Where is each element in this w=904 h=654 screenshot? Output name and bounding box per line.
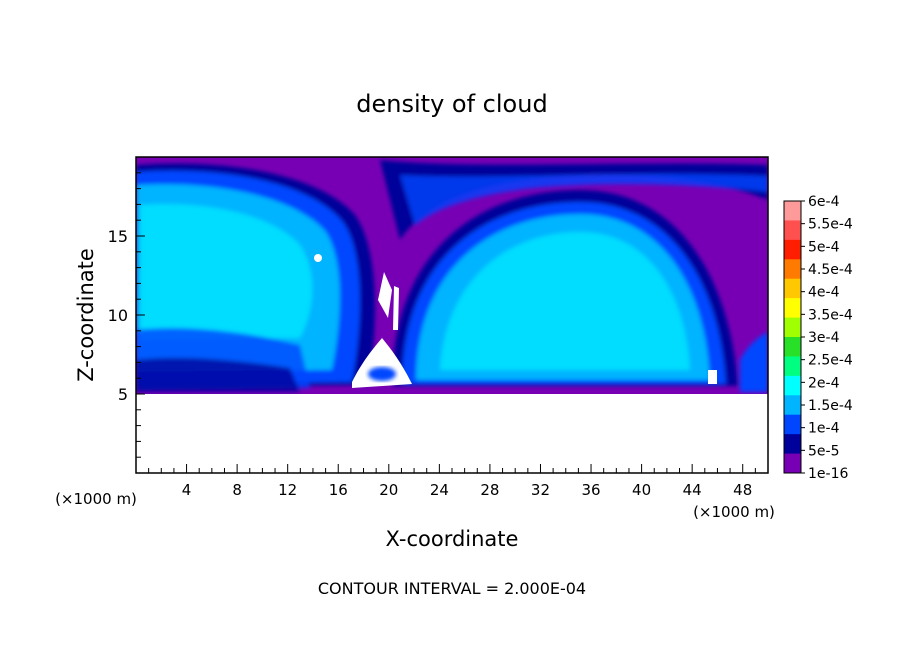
x-tick-label: 12 [278, 481, 297, 499]
left-cloud-cell [136, 163, 375, 392]
clear-air-region [136, 394, 768, 473]
colorbar-swatch [784, 298, 801, 319]
x-tick-label: 48 [733, 481, 752, 499]
y-axis-label: Z-coordinate [74, 248, 98, 382]
y-tick-label: 5 [118, 385, 128, 404]
y-tick-label: 15 [108, 227, 128, 246]
x-tick-label: 40 [632, 481, 651, 499]
colorbar-label: 3e-4 [808, 330, 840, 346]
x-axis-label: X-coordinate [386, 527, 519, 551]
colorbar-label: 5.5e-4 [808, 217, 853, 233]
colorbar-swatch [784, 278, 801, 299]
colorbar-swatch [784, 395, 801, 416]
colorbar-label: 4.5e-4 [808, 262, 853, 278]
x-tick-label: 44 [683, 481, 702, 499]
plot-area [136, 157, 768, 473]
x-tick-label: 20 [379, 481, 398, 499]
colorbar-label: 2.5e-4 [808, 353, 853, 369]
colorbar-swatch [784, 434, 801, 455]
x-axis-unit-left: (×1000 m) [55, 490, 137, 508]
x-tick-label: 4 [182, 481, 192, 499]
colorbar-swatch [784, 239, 801, 260]
x-axis: 4 8 12 16 20 24 28 32 36 40 44 48 [148, 464, 756, 499]
x-axis-unit-right: (×1000 m) [693, 503, 775, 521]
right-cloud-cell [380, 160, 768, 392]
colorbar-swatch [784, 453, 801, 474]
y-axis: 5 10 15 [108, 172, 145, 458]
colorbar-label: 4e-4 [808, 285, 840, 301]
clear-gap [352, 338, 412, 388]
x-tick-label: 8 [232, 481, 242, 499]
colorbar: 6e-4 5.5e-4 5e-4 4.5e-4 4e-4 3.5e-4 3e-4 2.5e-4… [783, 194, 853, 482]
colorbar-swatch [784, 337, 801, 357]
colorbar-label: 2e-4 [808, 375, 840, 391]
colorbar-label: 5e-5 [808, 443, 839, 459]
colorbar-swatch [784, 201, 801, 221]
y-tick-label: 10 [108, 306, 128, 325]
x-tick-label: 28 [480, 481, 499, 499]
colorbar-swatch [784, 375, 801, 396]
x-tick-label: 36 [581, 481, 600, 499]
colorbar-label: 3.5e-4 [808, 307, 853, 323]
chart-title: density of cloud [356, 90, 547, 118]
colorbar-swatch [784, 414, 801, 435]
colorbar-swatch [784, 356, 801, 377]
colorbar-swatch [784, 220, 801, 241]
x-tick-label: 32 [531, 481, 550, 499]
x-tick-label: 16 [329, 481, 348, 499]
x-tick-label: 24 [430, 481, 449, 499]
colorbar-label: 1e-16 [808, 466, 848, 482]
colorbar-label: 5e-4 [808, 239, 840, 255]
colorbar-label: 6e-4 [808, 194, 840, 210]
contour-interval: CONTOUR INTERVAL = 2.000E-04 [318, 579, 586, 598]
colorbar-label: 1.5e-4 [808, 398, 853, 414]
colorbar-label: 1e-4 [808, 421, 840, 437]
colorbar-swatch [784, 317, 801, 338]
colorbar-swatch [784, 259, 801, 280]
